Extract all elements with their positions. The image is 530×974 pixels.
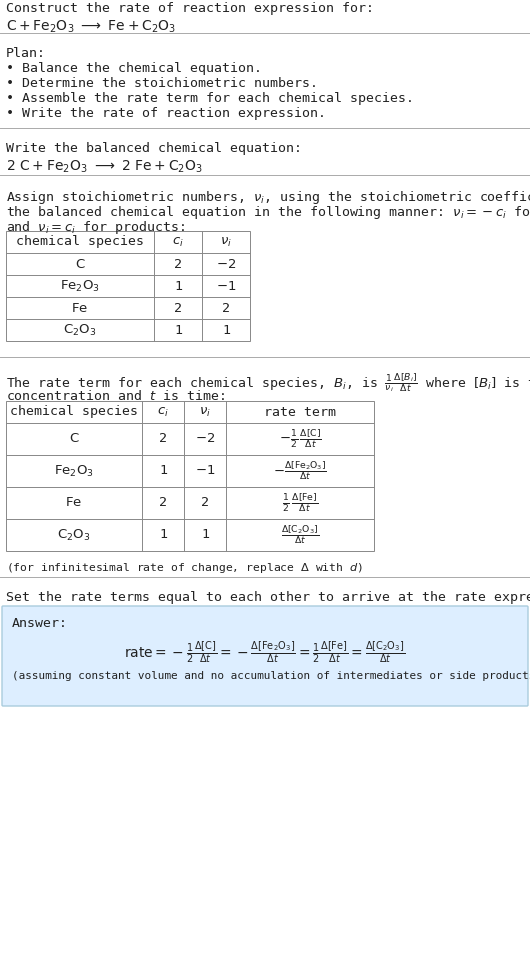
Text: Assign stoichiometric numbers, $\nu_i$, using the stoichiometric coefficients, $: Assign stoichiometric numbers, $\nu_i$, … [6,189,530,206]
Text: chemical species: chemical species [16,236,144,248]
Text: $\frac{1}{2}\,\frac{\Delta[\mathrm{Fe}]}{\Delta t}$: $\frac{1}{2}\,\frac{\Delta[\mathrm{Fe}]}… [282,492,318,514]
Text: Construct the rate of reaction expression for:: Construct the rate of reaction expressio… [6,2,374,15]
Text: $c_i$: $c_i$ [172,236,184,248]
Text: 1: 1 [159,529,167,542]
Text: 2: 2 [174,302,182,315]
Text: $-1$: $-1$ [195,465,215,477]
Text: 1: 1 [201,529,209,542]
Text: $\mathrm{C}$: $\mathrm{C}$ [75,257,85,271]
Text: $\nu_i$: $\nu_i$ [220,236,232,248]
Text: $-2$: $-2$ [216,257,236,271]
Text: the balanced chemical equation in the following manner: $\nu_i = -c_i$ for react: the balanced chemical equation in the fo… [6,204,530,221]
Text: 1: 1 [222,323,230,336]
Text: 2: 2 [159,497,167,509]
Text: • Assemble the rate term for each chemical species.: • Assemble the rate term for each chemic… [6,92,414,105]
Text: 2: 2 [201,497,209,509]
Text: $\mathrm{Fe_2O_3}$: $\mathrm{Fe_2O_3}$ [60,279,100,293]
Text: $-1$: $-1$ [216,280,236,292]
Text: $\mathrm{C + Fe_2O_3 \ \longrightarrow \ Fe + C_2O_3}$: $\mathrm{C + Fe_2O_3 \ \longrightarrow \… [6,19,176,35]
Text: $\mathrm{Fe}$: $\mathrm{Fe}$ [65,497,83,509]
Text: $\mathrm{rate} = -\frac{1}{2}\frac{\Delta[\mathrm{C}]}{\Delta t} = -\frac{\Delta: $\mathrm{rate} = -\frac{1}{2}\frac{\Delt… [125,639,405,664]
Text: rate term: rate term [264,405,336,419]
Text: 1: 1 [174,280,182,292]
Text: chemical species: chemical species [10,405,138,419]
Text: 1: 1 [159,465,167,477]
Text: Plan:: Plan: [6,47,46,60]
Text: $-\frac{1}{2}\,\frac{\Delta[\mathrm{C}]}{\Delta t}$: $-\frac{1}{2}\,\frac{\Delta[\mathrm{C}]}… [279,428,321,450]
Text: Set the rate terms equal to each other to arrive at the rate expression:: Set the rate terms equal to each other t… [6,591,530,604]
Bar [6,231,250,341]
Text: 1: 1 [174,323,182,336]
Text: $\mathrm{2\ C + Fe_2O_3 \ \longrightarrow \ 2\ Fe + C_2O_3}$: $\mathrm{2\ C + Fe_2O_3 \ \longrightarro… [6,159,203,175]
Text: • Write the rate of reaction expression.: • Write the rate of reaction expression. [6,107,326,120]
Text: $-\frac{\Delta[\mathrm{Fe_2O_3}]}{\Delta t}$: $-\frac{\Delta[\mathrm{Fe_2O_3}]}{\Delta… [273,460,327,482]
Text: (for infinitesimal rate of change, replace $\Delta$ with $d$): (for infinitesimal rate of change, repla… [6,561,363,575]
Text: $\nu_i$: $\nu_i$ [199,405,211,419]
Text: The rate term for each chemical species, $B_i$, is $\frac{1}{\nu_i}\frac{\Delta[: The rate term for each chemical species,… [6,371,530,393]
Text: $\mathrm{C_2O_3}$: $\mathrm{C_2O_3}$ [57,528,91,543]
Text: and $\nu_i = c_i$ for products:: and $\nu_i = c_i$ for products: [6,219,185,236]
Text: Answer:: Answer: [12,617,68,630]
Text: $c_i$: $c_i$ [157,405,169,419]
Bar [6,401,374,551]
Text: $\frac{\Delta[\mathrm{C_2O_3}]}{\Delta t}$: $\frac{\Delta[\mathrm{C_2O_3}]}{\Delta t… [281,524,319,546]
Text: Write the balanced chemical equation:: Write the balanced chemical equation: [6,142,302,155]
Text: $\mathrm{Fe_2O_3}$: $\mathrm{Fe_2O_3}$ [54,464,94,478]
Text: • Determine the stoichiometric numbers.: • Determine the stoichiometric numbers. [6,77,318,90]
Text: $\mathrm{C}$: $\mathrm{C}$ [69,432,80,445]
Text: • Balance the chemical equation.: • Balance the chemical equation. [6,62,262,75]
Text: $\mathrm{Fe}$: $\mathrm{Fe}$ [72,302,89,315]
FancyBboxPatch shape [2,606,528,706]
Text: (assuming constant volume and no accumulation of intermediates or side products): (assuming constant volume and no accumul… [12,671,530,681]
Text: 2: 2 [222,302,230,315]
Text: $\mathrm{C_2O_3}$: $\mathrm{C_2O_3}$ [64,322,96,338]
Text: $-2$: $-2$ [195,432,215,445]
Text: concentration and $t$ is time:: concentration and $t$ is time: [6,389,225,403]
Text: 2: 2 [174,257,182,271]
Text: 2: 2 [159,432,167,445]
